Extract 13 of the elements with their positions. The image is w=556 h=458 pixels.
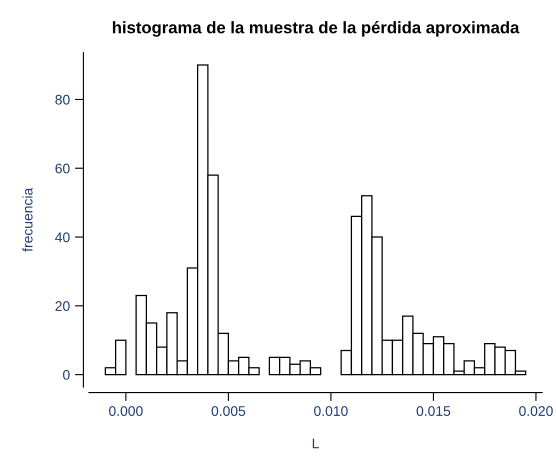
y-axis-title: frecuencia (22, 188, 33, 252)
x-axis-title: L (312, 438, 319, 448)
chart-title: histograma de la muestra de la pérdida aproximada (112, 21, 520, 37)
x-tick-label: 0.020 (519, 406, 553, 416)
x-tick-label: 0.010 (314, 406, 348, 416)
x-tick-label: 0.000 (109, 406, 143, 416)
y-tick-label: 60 (55, 164, 70, 174)
y-tick-label: 0 (63, 370, 70, 380)
y-tick-label: 40 (55, 232, 70, 242)
y-tick-label: 20 (55, 301, 70, 311)
y-tick-label: 80 (55, 94, 70, 105)
x-tick-label: 0.005 (212, 406, 246, 416)
x-tick-label: 0.015 (416, 406, 450, 416)
